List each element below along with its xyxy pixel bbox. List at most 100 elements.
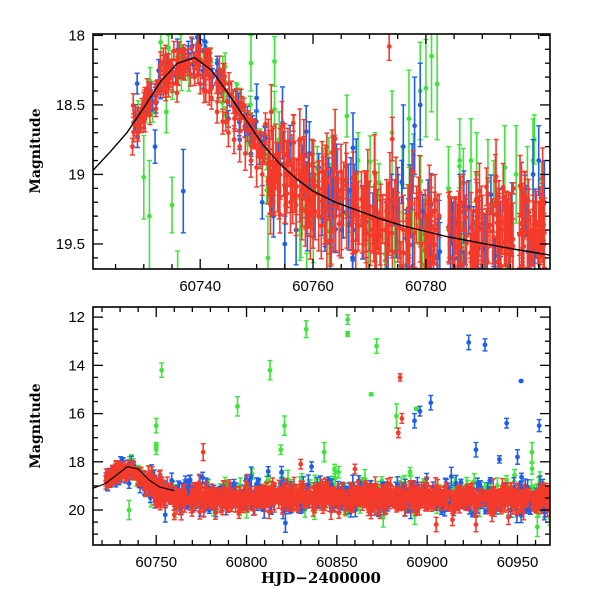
data-point <box>276 188 282 194</box>
series-green-point <box>406 69 412 169</box>
data-point <box>257 154 263 160</box>
series-red-point <box>519 187 525 259</box>
series-red-point <box>485 191 491 263</box>
data-point <box>324 177 330 183</box>
series-blue-point <box>152 129 158 165</box>
series-red-point <box>248 143 254 178</box>
data-point <box>468 224 474 230</box>
data-point <box>192 74 197 80</box>
data-point <box>176 49 182 55</box>
series-red-point <box>429 201 435 269</box>
data-point <box>451 230 457 236</box>
data-point <box>479 227 485 233</box>
data-point <box>437 249 443 255</box>
x-tick-label: 60760 <box>292 278 334 295</box>
data-point <box>491 234 496 240</box>
data-point <box>332 466 337 472</box>
data-point <box>279 123 285 129</box>
series-blue-point <box>180 148 186 234</box>
data-point <box>215 89 221 94</box>
series-red-point <box>158 70 164 89</box>
data-point <box>282 192 288 198</box>
y-tick-label: 19 <box>68 166 85 183</box>
data-point <box>290 195 296 200</box>
data-point <box>307 221 313 227</box>
series-green-point <box>272 90 278 129</box>
data-point <box>153 106 159 112</box>
series-red-point <box>502 194 508 266</box>
data-point <box>352 191 358 197</box>
series-red-point <box>290 113 296 133</box>
series-red-point <box>412 197 418 269</box>
data-point <box>209 95 214 101</box>
model-curve <box>93 56 550 256</box>
data-point <box>152 144 158 150</box>
data-point <box>510 185 516 191</box>
data-point <box>169 202 175 208</box>
data-point <box>207 57 213 62</box>
data-point <box>417 102 423 108</box>
data-point <box>451 272 456 277</box>
series-red-point <box>350 183 356 255</box>
data-point <box>484 184 489 190</box>
data-point <box>282 241 288 247</box>
series-red-point <box>434 194 440 266</box>
data-point <box>237 144 243 150</box>
series-green-point <box>529 462 535 475</box>
series-green-point <box>248 34 254 92</box>
data-point <box>405 205 411 211</box>
series-blue-point <box>254 83 260 113</box>
series-red-point <box>146 93 152 117</box>
series-blue-point <box>134 72 140 95</box>
data-point <box>462 270 467 275</box>
series-green-point <box>272 35 278 87</box>
data-point <box>485 224 491 230</box>
data-point <box>434 81 440 87</box>
data-point <box>254 95 260 101</box>
data-point <box>259 199 265 205</box>
series-red-point <box>180 52 186 69</box>
series-red-point <box>406 187 412 259</box>
data-point <box>316 213 322 219</box>
data-point <box>344 210 350 216</box>
data-point <box>477 188 482 194</box>
series-red-point <box>265 158 271 205</box>
series-red-point <box>510 182 516 195</box>
data-point <box>163 81 169 86</box>
series-red-point <box>468 191 474 263</box>
data-point <box>329 150 335 155</box>
data-point <box>327 216 333 222</box>
data-point <box>519 220 525 226</box>
data-point <box>304 199 310 205</box>
data-point <box>335 175 340 181</box>
data-point <box>310 210 316 216</box>
series-red-point <box>496 197 502 269</box>
series-blue-point <box>536 125 542 197</box>
data-point <box>208 75 214 80</box>
data-point <box>343 163 349 169</box>
series-red-point <box>476 162 482 220</box>
data-point <box>158 77 164 83</box>
data-point <box>163 109 169 115</box>
series-red-point <box>494 192 500 253</box>
series-blue-point <box>400 104 406 190</box>
x-tick-label: 60740 <box>179 278 221 295</box>
series-red-point <box>491 201 497 269</box>
data-point <box>395 224 401 230</box>
series-red-point <box>471 221 477 269</box>
data-point <box>248 158 254 163</box>
data-point <box>291 140 297 145</box>
data-point <box>530 227 536 233</box>
series-green-point <box>434 34 440 141</box>
series-red-point <box>293 173 299 237</box>
series-red-point <box>400 194 406 266</box>
data-point <box>167 73 173 79</box>
data-point <box>141 174 147 180</box>
series-red-point <box>271 162 277 215</box>
series-red-point <box>324 146 330 214</box>
series-red-point <box>197 73 203 95</box>
data-point <box>412 230 417 236</box>
data-point <box>147 213 152 219</box>
data-point <box>163 53 169 59</box>
